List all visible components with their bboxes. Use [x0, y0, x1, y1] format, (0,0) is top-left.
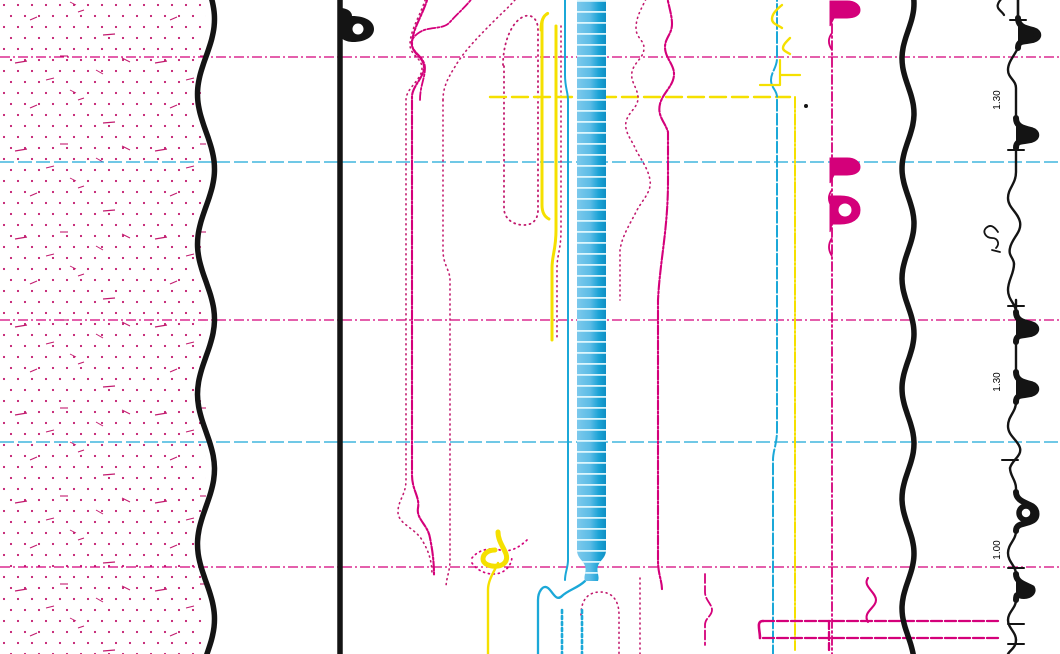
- svg-text:1.00: 1.00: [992, 540, 1003, 560]
- svg-text:1.30: 1.30: [992, 372, 1003, 392]
- svg-text:1.30: 1.30: [992, 90, 1003, 110]
